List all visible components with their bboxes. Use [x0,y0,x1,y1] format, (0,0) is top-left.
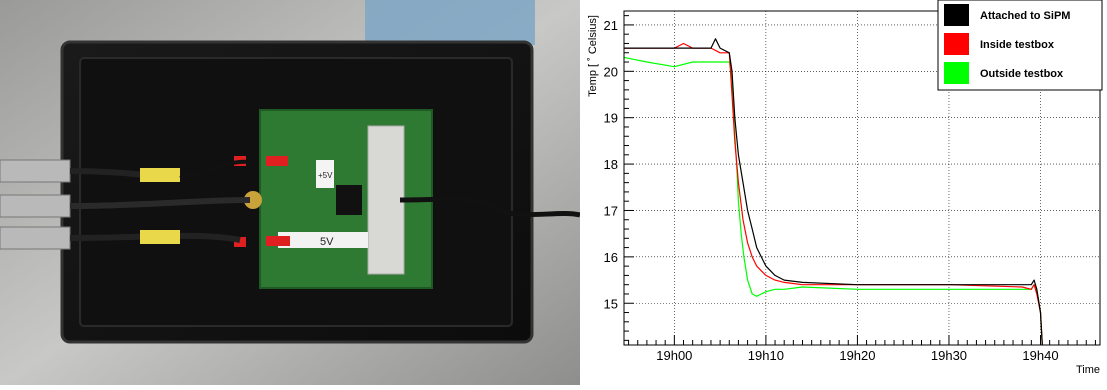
x-tick-label: 19h00 [656,348,692,363]
series-line-attached-to-sipm [624,38,1043,346]
voltage-label-sticker [278,232,368,248]
y-tick-label: 16 [604,250,618,265]
small-label-sticker [316,160,334,188]
legend-label: Outside testbox [980,68,1064,80]
axis-layer: 15 16 17 18 19 20 21 19h00 19h10 19h20 19h30 19h40 [604,15,1096,363]
red-jumper-bottom-2 [266,236,290,246]
sipm-sensor [336,185,362,215]
x-axis-title: Time [1076,364,1100,376]
red-jumper-bottom [234,237,246,247]
bnc-connector-3 [0,226,71,250]
plot-frame [623,10,1101,346]
legend-swatch [944,4,969,26]
bnc-connector-1 [0,159,71,183]
aluminium-bar [367,125,405,275]
wire-to-jumper [179,159,251,180]
x-tick-label: 19h40 [1022,348,1058,363]
blue-cable-label [365,0,535,45]
x-tick-label: 19h10 [748,348,784,363]
photo-illustration: 5V +5V [0,0,580,385]
y-tick-label: 15 [604,296,618,311]
y-tick-label: 21 [604,18,618,33]
x-tick-label: 19h30 [931,348,967,363]
yellow-tape [140,168,180,182]
y-axis-title: Temp [ ˚ Celsius] [587,15,599,97]
y-tick-label: 18 [604,157,618,172]
sma-connector [244,191,262,209]
yellow-tape-2 [140,230,180,244]
y-tick-label: 17 [604,203,618,218]
series-line-outside-testbox [623,56,1043,346]
small-voltage-label: +5V [318,171,333,180]
legend-swatch [944,33,969,55]
legend-label: Attached to SiPM [980,10,1070,22]
legend-swatch [944,62,969,84]
red-jumper-top-2 [266,156,288,166]
series-layer [623,38,1043,346]
board-voltage-label: 5V [320,236,334,248]
x-tick-label: 19h20 [839,348,875,363]
bnc-connector-2 [0,194,71,218]
coax-cable-2 [69,197,251,209]
temperature-chart-panel: 15 16 17 18 19 20 21 19h00 19h10 19h20 19h30 19h40 … [580,0,1107,385]
y-tick-label: 20 [604,64,618,79]
sensor-cable [399,196,580,218]
legend: Attached to SiPM Inside testbox Outside te… [937,0,1103,91]
y-tick-label: 19 [604,111,618,126]
sipm-testbox-photo: 5V +5V [0,0,580,385]
legend-label: Inside testbox [980,39,1055,51]
